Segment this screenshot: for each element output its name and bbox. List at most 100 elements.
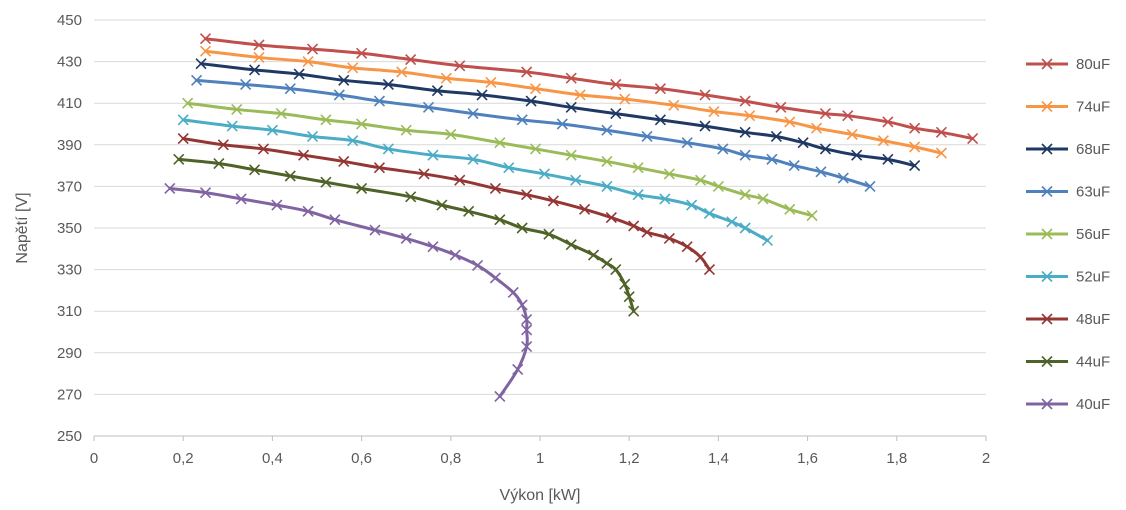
data-point-marker xyxy=(819,143,832,155)
data-point-marker xyxy=(668,99,680,111)
data-point-marker xyxy=(494,214,506,226)
data-point-marker xyxy=(565,149,577,161)
data-point-marker xyxy=(846,128,858,140)
data-point-marker xyxy=(610,78,622,91)
data-point-marker xyxy=(619,93,631,105)
data-point-marker xyxy=(739,149,751,161)
data-point-marker xyxy=(489,182,501,195)
legend-marker xyxy=(1041,313,1053,325)
data-point-marker xyxy=(757,193,769,205)
data-point-marker xyxy=(436,199,448,211)
data-point-marker xyxy=(306,43,319,55)
x-tick-label: 0,8 xyxy=(440,450,461,467)
data-point-marker xyxy=(226,120,238,132)
data-point-marker xyxy=(467,108,479,120)
legend-item: 63uF xyxy=(1026,184,1110,201)
y-axis-title: Napětí [V] xyxy=(14,192,31,263)
data-point-marker xyxy=(739,189,751,201)
series-44uF xyxy=(173,153,640,317)
x-tick-label: 1,2 xyxy=(619,450,640,467)
legend-label: 56uF xyxy=(1076,226,1110,243)
data-point-marker xyxy=(739,95,751,107)
legend-marker xyxy=(1041,270,1053,283)
data-point-marker xyxy=(797,137,809,149)
data-point-marker xyxy=(761,234,774,247)
data-point-marker xyxy=(405,191,417,203)
legend-label: 80uF xyxy=(1076,56,1110,73)
data-point-marker xyxy=(382,78,394,91)
data-point-marker xyxy=(494,390,506,403)
data-point-marker xyxy=(909,122,921,134)
data-point-marker xyxy=(641,226,653,238)
legend-item: 44uF xyxy=(1026,354,1110,371)
data-point-marker xyxy=(427,241,439,253)
legend-item: 48uF xyxy=(1026,311,1110,328)
data-point-marker xyxy=(686,199,698,211)
data-point-marker xyxy=(347,62,359,74)
series-line xyxy=(204,37,975,141)
data-point-marker xyxy=(717,143,729,155)
data-point-marker xyxy=(623,291,635,303)
y-tick-label: 450 xyxy=(57,12,82,29)
data-point-marker xyxy=(877,135,889,147)
data-point-marker xyxy=(494,137,506,149)
data-point-marker xyxy=(538,168,551,180)
legend-item: 74uF xyxy=(1026,99,1110,116)
data-point-marker xyxy=(967,132,979,145)
legend: 80uF 74uF 68uF 63uF 56uF 52uF 48uF 44uF 40uF xyxy=(1026,56,1110,413)
data-point-marker xyxy=(503,162,515,174)
data-point-marker xyxy=(373,162,386,174)
legend-item: 68uF xyxy=(1026,141,1110,158)
data-point-marker xyxy=(694,174,707,186)
data-point-marker xyxy=(837,172,849,184)
data-point-marker xyxy=(373,95,386,107)
data-point-marker xyxy=(842,110,854,122)
data-point-marker xyxy=(257,143,270,155)
data-point-marker xyxy=(275,108,287,120)
data-point-marker xyxy=(329,214,341,226)
data-point-marker xyxy=(565,101,577,113)
data-point-marker xyxy=(191,74,203,86)
data-point-marker xyxy=(347,135,359,147)
data-point-marker xyxy=(909,141,921,153)
data-point-marker xyxy=(507,286,519,299)
data-point-marker xyxy=(253,39,265,51)
data-point-marker xyxy=(248,64,261,76)
data-point-marker xyxy=(516,114,528,126)
series-80uF xyxy=(199,33,979,145)
data-point-marker xyxy=(463,205,475,217)
data-point-marker xyxy=(699,89,711,101)
data-point-marker xyxy=(449,249,461,261)
data-point-marker xyxy=(632,162,644,174)
x-tick-label: 0,4 xyxy=(262,450,283,467)
data-point-marker xyxy=(445,128,457,140)
data-point-marker xyxy=(177,132,189,145)
data-point-marker xyxy=(199,45,212,57)
data-point-marker xyxy=(739,222,751,234)
data-point-marker xyxy=(356,182,368,195)
data-point-marker xyxy=(422,101,435,113)
x-tick-label: 1 xyxy=(536,450,544,467)
legend-label: 48uF xyxy=(1076,311,1110,328)
data-point-marker xyxy=(471,259,484,272)
data-point-marker xyxy=(556,118,568,130)
y-tick-label: 330 xyxy=(57,262,82,279)
data-point-marker xyxy=(338,74,350,86)
data-point-marker xyxy=(529,83,542,95)
data-point-marker xyxy=(521,313,533,326)
legend-label: 74uF xyxy=(1076,99,1110,116)
data-point-marker xyxy=(284,170,296,182)
data-point-marker xyxy=(788,160,800,172)
data-point-marker xyxy=(266,124,278,136)
legend-label: 52uF xyxy=(1076,269,1110,286)
legend-marker xyxy=(1041,58,1053,70)
data-point-marker xyxy=(654,114,666,126)
series-line xyxy=(168,186,529,398)
series-48uF xyxy=(177,132,716,276)
data-point-marker xyxy=(641,130,653,143)
data-point-marker xyxy=(489,272,501,284)
legend-label: 68uF xyxy=(1076,141,1110,158)
x-axis-title: Výkon [kW] xyxy=(500,487,581,504)
legend-item: 80uF xyxy=(1026,56,1110,73)
